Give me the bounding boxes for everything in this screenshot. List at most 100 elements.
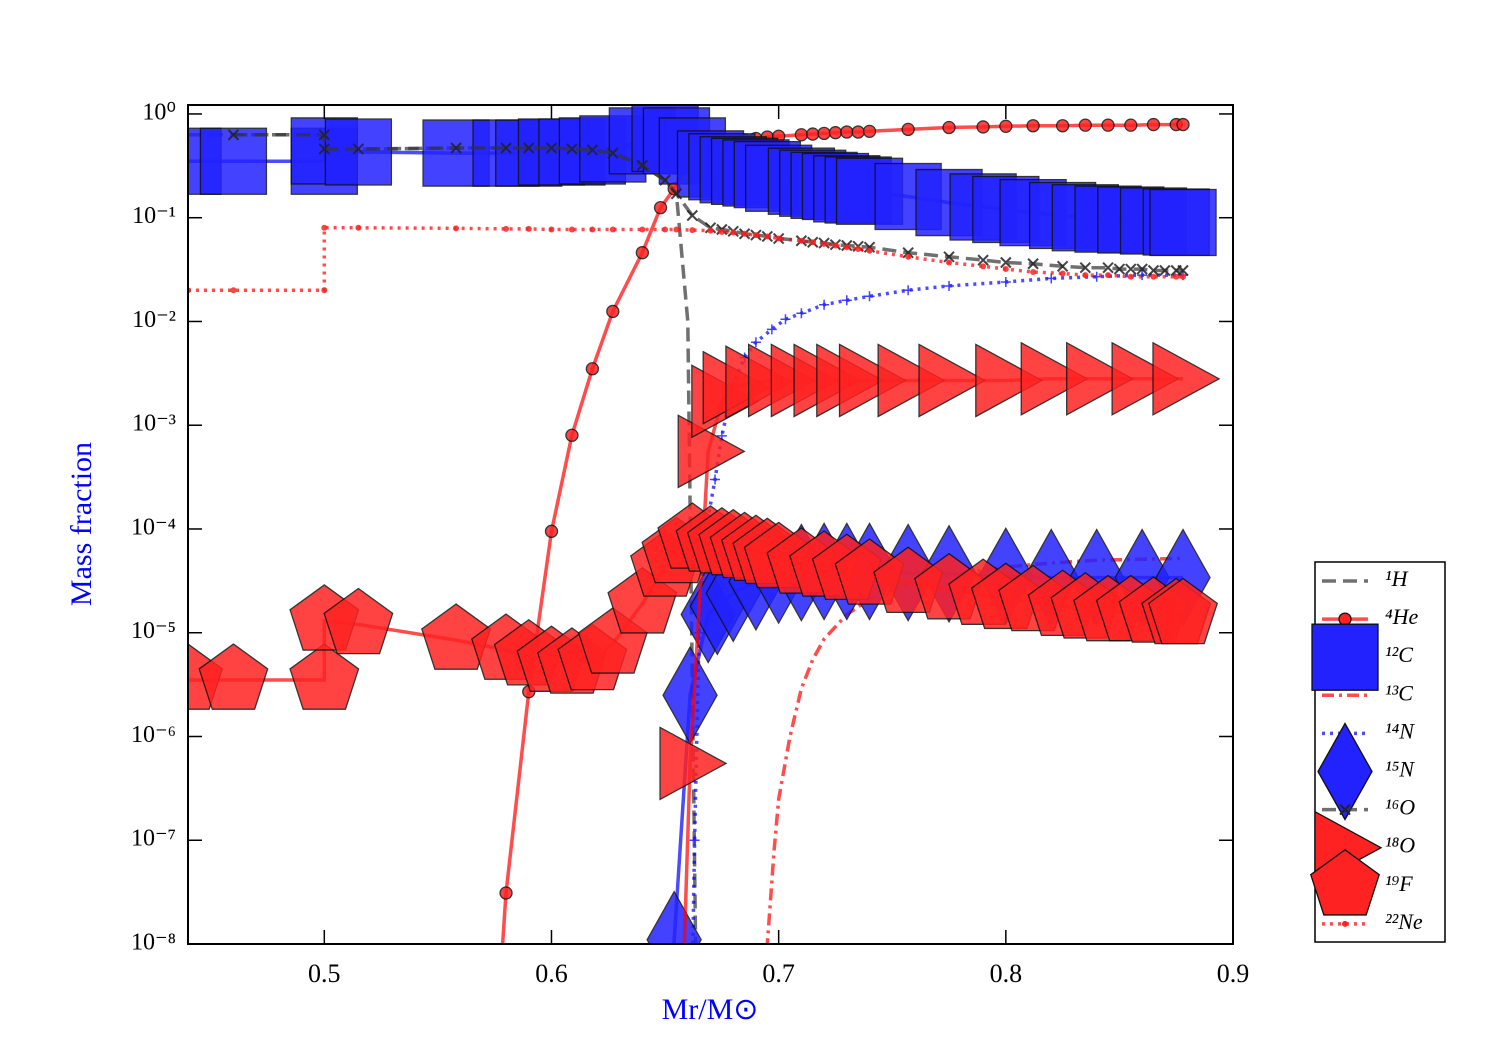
marker (670, 188, 683, 200)
marker (289, 643, 360, 710)
marker (636, 159, 649, 172)
marker (607, 147, 619, 159)
y-tick-label: 10⁻⁶ (131, 722, 176, 748)
marker (499, 886, 513, 900)
marker (1111, 341, 1180, 416)
y-tick-label: 10⁻⁴ (131, 514, 176, 540)
marker (843, 244, 850, 251)
marker (710, 474, 721, 485)
marker (589, 226, 596, 233)
marker (609, 226, 616, 233)
marker (780, 314, 791, 325)
marker (794, 128, 809, 142)
marker (352, 143, 365, 155)
marker (806, 127, 820, 141)
marker (752, 232, 759, 239)
marker (653, 201, 668, 215)
marker (855, 245, 862, 252)
legend-label: ¹⁴N (1385, 718, 1415, 743)
marker (707, 227, 714, 234)
plot-frame (187, 104, 1234, 945)
marker (635, 246, 649, 260)
marker (1082, 272, 1089, 279)
legend-label: ¹⁸O (1385, 833, 1415, 858)
marker (1102, 261, 1114, 274)
marker (1152, 341, 1221, 416)
marker (1124, 118, 1138, 132)
marker (1066, 341, 1135, 416)
marker (1173, 273, 1180, 280)
marker (606, 304, 620, 319)
marker (905, 253, 912, 260)
marker (977, 254, 989, 266)
marker (796, 308, 807, 319)
y-tick-label: 10⁻¹ (132, 203, 176, 229)
marker (817, 126, 831, 141)
series (188, 502, 1219, 710)
marker (901, 122, 915, 137)
legend-label: ¹⁵N (1385, 757, 1415, 782)
marker (942, 120, 956, 135)
marker (673, 226, 680, 233)
marker (662, 226, 669, 233)
marker (450, 142, 462, 154)
marker (1338, 612, 1352, 626)
marker (1046, 273, 1057, 284)
marker (1079, 261, 1092, 274)
marker (1311, 623, 1379, 691)
series (188, 105, 1217, 257)
x-axis-label: Mr/M⊙ (662, 993, 759, 1026)
marker (323, 587, 394, 655)
y-tick-label: 10⁰ (142, 99, 176, 125)
marker (766, 324, 777, 335)
series (659, 341, 1221, 944)
marker (1101, 118, 1115, 132)
marker (318, 129, 331, 141)
marker (1317, 722, 1373, 821)
legend-label: ²²Ne (1385, 909, 1423, 934)
y-tick-label: 10⁻⁷ (131, 826, 176, 852)
marker (975, 343, 1044, 418)
marker (1146, 117, 1161, 132)
marker (902, 246, 914, 259)
marker (718, 228, 725, 235)
y-axis-label: Mass fraction (65, 442, 98, 606)
x-tick-label: 0.8 (990, 959, 1023, 988)
y-tick-label: 10⁻⁸ (131, 930, 176, 956)
marker (976, 120, 990, 134)
y-tick-label: 10⁻² (132, 307, 176, 333)
series (188, 224, 1187, 294)
marker (809, 239, 816, 246)
marker (943, 251, 955, 263)
marker (324, 118, 393, 186)
axes: 0.5 0.6 0.7 0.8 0.9 10⁻⁸ 10⁻⁷ 10⁻⁶ 10⁻⁵ 10⁻⁴ 10⁻³ 1… (131, 99, 1249, 988)
marker (838, 343, 907, 418)
x-tick-label: 0.7 (762, 959, 795, 988)
marker (1078, 118, 1092, 132)
marker (318, 143, 331, 155)
marker (227, 129, 240, 141)
marker (1125, 263, 1137, 275)
marker (798, 237, 805, 244)
marker (585, 362, 600, 376)
x-tick-label: 0.6 (535, 959, 568, 988)
marker (686, 209, 699, 222)
marker (841, 295, 852, 306)
marker (1339, 803, 1351, 816)
legend-label: ¹²C (1385, 642, 1413, 667)
marker (1055, 119, 1070, 133)
marker (321, 287, 328, 294)
marker (862, 124, 877, 138)
marker (525, 225, 532, 232)
series-line (765, 556, 1184, 944)
marker (730, 229, 737, 236)
marker (903, 285, 914, 296)
marker (453, 225, 460, 232)
marker (1056, 260, 1069, 273)
marker (1150, 273, 1157, 280)
marker (1176, 117, 1190, 132)
marker (586, 144, 599, 156)
legend: ¹H ⁴He ¹²C ¹³C ¹⁴N ¹⁵N ¹⁶O ¹⁸O ¹⁹F ²²Ne (1309, 566, 1423, 934)
marker (1342, 920, 1348, 927)
marker (864, 291, 875, 302)
